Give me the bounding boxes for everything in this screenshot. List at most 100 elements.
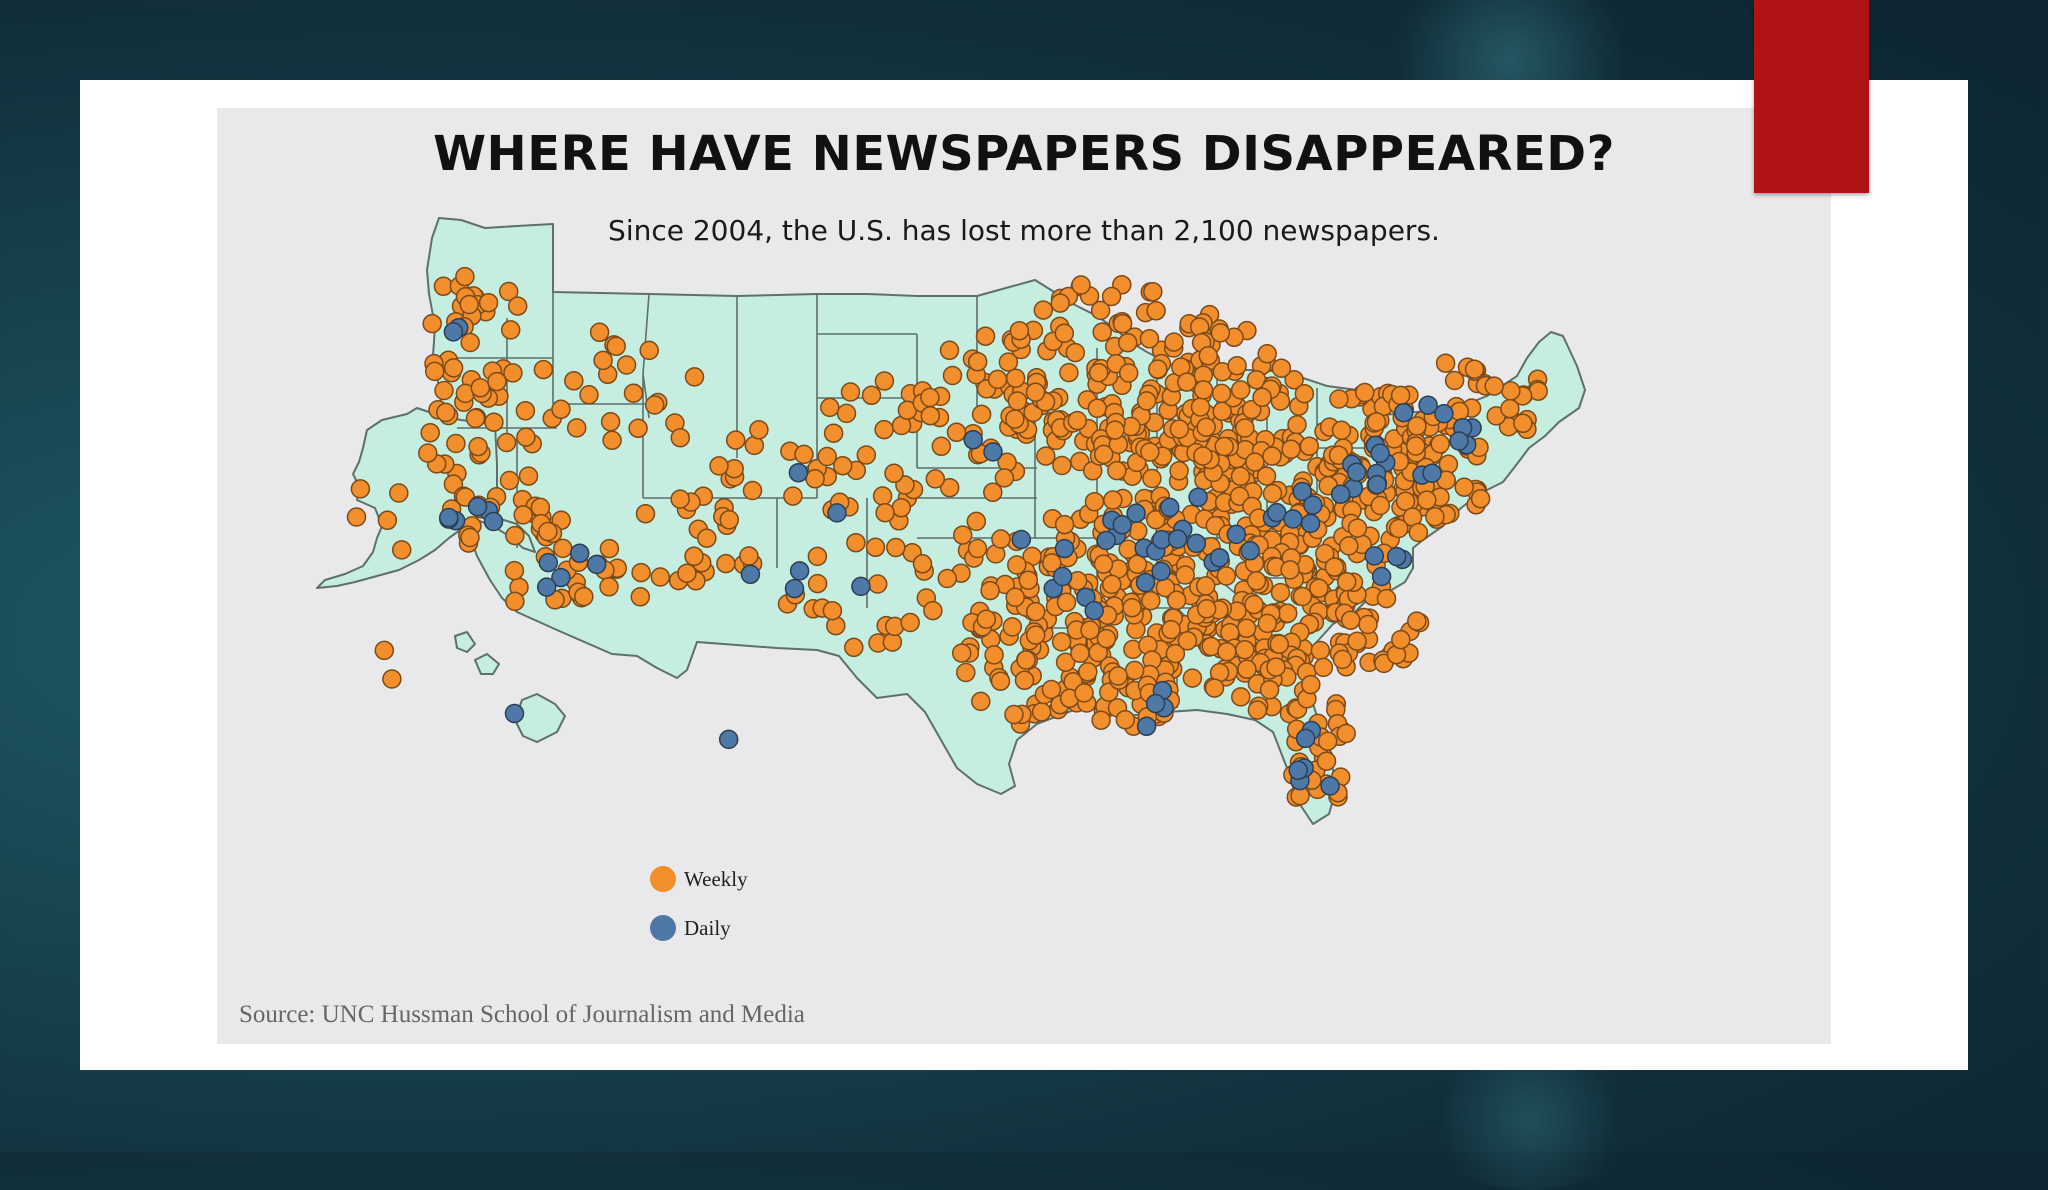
weekly-newspaper-dot [1339,536,1359,556]
daily-newspaper-dot [1300,513,1321,534]
weekly-newspaper-dot [1280,560,1300,580]
daily-newspaper-dot [536,577,557,597]
weekly-newspaper-dot [1093,554,1114,574]
daily-newspaper-dot [1418,395,1438,415]
daily-newspaper-dot [963,430,983,450]
weekly-newspaper-dot [650,567,671,587]
weekly-newspaper-dot [1236,618,1257,639]
weekly-newspaper-dot [606,336,626,357]
weekly-newspaper-dot [1025,382,1046,402]
weekly-newspaper-dot [1059,362,1079,383]
daily-newspaper-dot [1283,509,1303,529]
weekly-newspaper-dot [980,580,1000,601]
weekly-newspaper-dot [1166,590,1187,611]
weekly-newspaper-dot [1366,412,1387,432]
weekly-newspaper-dot [1329,389,1349,409]
weekly-newspaper-dot [994,468,1015,488]
weekly-newspaper-dot [1050,293,1070,313]
weekly-newspaper-dot [1284,370,1304,390]
weekly-newspaper-dot [1390,385,1411,406]
weekly-newspaper-dot [1101,286,1122,307]
weekly-newspaper-dot [602,430,622,451]
legend-weekly-label: Weekly [684,866,748,891]
weekly-newspaper-dot [446,433,466,454]
weekly-newspaper-dot [900,612,920,633]
weekly-newspaper-dot [599,538,620,559]
weekly-newspaper-dot [1405,436,1426,456]
weekly-newspaper-dot [455,266,475,287]
daily-newspaper-dot [789,561,810,581]
weekly-newspaper-dot [805,469,825,489]
weekly-newspaper-dot [628,418,648,439]
weekly-newspaper-dot [1217,641,1237,662]
weekly-newspaper-dot [350,479,371,499]
weekly-newspaper-dot [983,482,1003,503]
daily-newspaper-dot [483,511,504,532]
map-subtitle: Since 2004, the U.S. has lost more than … [608,214,1440,247]
weekly-newspaper-dot [923,600,943,621]
weekly-newspaper-dot [1269,634,1290,655]
daily-newspaper-dot [740,564,761,585]
weekly-newspaper-dot [697,528,717,548]
weekly-newspaper-dot [1391,629,1411,650]
weekly-newspaper-dot [1331,420,1352,441]
weekly-newspaper-dot [1067,410,1088,431]
weekly-newspaper-dot [1103,490,1123,510]
daily-newspaper-dot [1386,546,1407,567]
weekly-newspaper-dot [1108,666,1128,686]
weekly-newspaper-dot [1317,731,1338,751]
weekly-newspaper-dot [872,486,893,506]
weekly-newspaper-dot [719,510,740,530]
weekly-newspaper-dot [465,408,486,429]
weekly-newspaper-dot [1052,455,1072,476]
weekly-newspaper-dot [783,486,803,506]
weekly-newspaper-dot [1376,588,1397,609]
weekly-newspaper-dot [725,430,746,450]
daily-newspaper-dot [1320,776,1340,796]
weekly-newspaper-dot [1287,414,1307,435]
weekly-newspaper-dot [579,385,599,405]
weekly-newspaper-dot [1143,281,1163,302]
daily-newspaper-dot [443,322,464,342]
weekly-newspaper-dot [1244,594,1264,615]
weekly-newspaper-dot [553,538,573,559]
weekly-newspaper-dot [677,563,697,583]
daily-newspaper-dot [504,703,525,724]
weekly-newspaper-dot [884,463,904,484]
daily-newspaper-dot [1112,515,1133,535]
weekly-newspaper-dot [1107,460,1127,481]
weekly-newspaper-dot [459,294,479,315]
daily-newspaper-dot [1393,402,1414,423]
weekly-newspaper-dot [1347,631,1367,651]
legend-weekly-swatch [650,866,676,892]
weekly-newspaper-dot [749,420,769,440]
weekly-newspaper-dot [589,322,610,343]
weekly-newspaper-dot [530,497,551,518]
weekly-newspaper-dot [1070,643,1090,664]
weekly-newspaper-dot [1018,570,1039,590]
weekly-newspaper-dot [1484,376,1504,396]
weekly-newspaper-dot [1090,300,1111,321]
weekly-newspaper-dot [1093,444,1114,465]
daily-newspaper-dot [551,567,571,588]
weekly-newspaper-dot [513,505,533,525]
weekly-newspaper-dot [1177,372,1197,392]
weekly-newspaper-dot [1124,660,1145,681]
daily-newspaper-dot [718,729,739,750]
background-glow [1420,1050,1640,1190]
weekly-newspaper-dot [1204,678,1225,698]
weekly-newspaper-dot [1237,659,1257,679]
weekly-newspaper-dot [990,671,1011,691]
daily-newspaper-dot [1371,566,1392,587]
weekly-newspaper-dot [1262,446,1282,466]
weekly-newspaper-dot [1313,657,1334,678]
daily-newspaper-dot [1145,693,1166,714]
daily-newspaper-dot [1434,403,1454,424]
weekly-newspaper-dot [967,538,988,559]
daily-newspaper-dot [1240,541,1260,561]
weekly-newspaper-dot [1055,652,1076,672]
weekly-newspaper-dot [742,480,763,501]
weekly-newspaper-dot [460,527,480,548]
weekly-newspaper-dot [1071,275,1091,295]
daily-newspaper-dot [784,578,805,599]
